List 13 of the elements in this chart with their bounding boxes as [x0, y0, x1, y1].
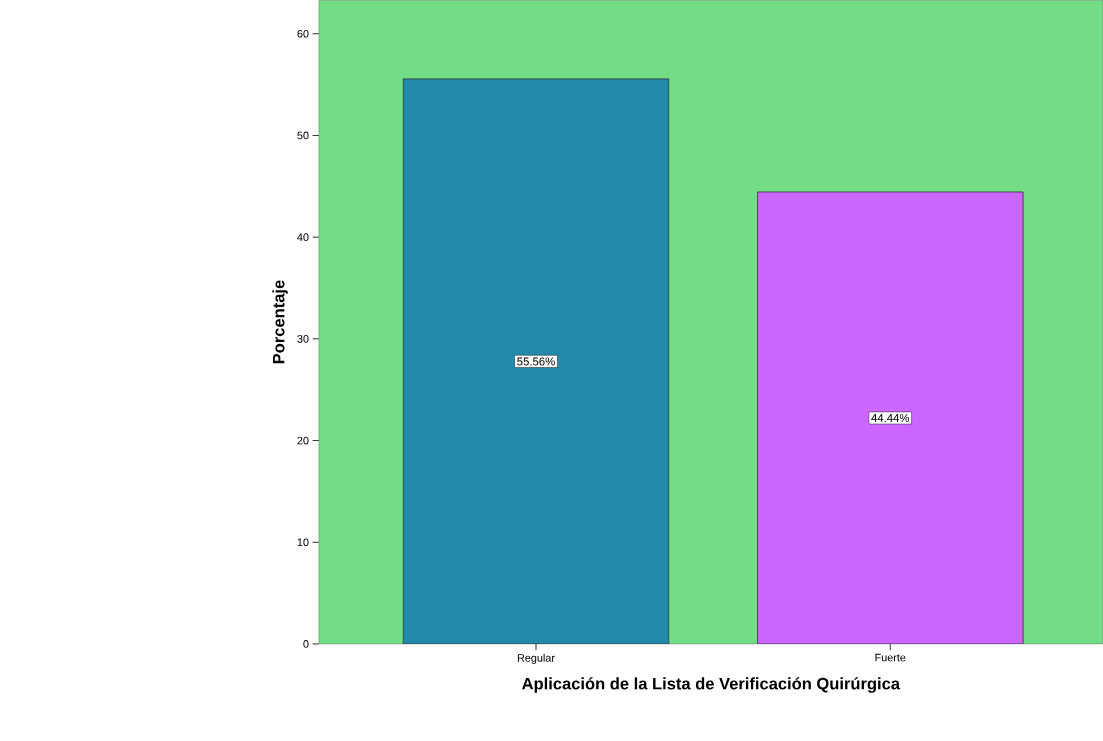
- y-tick-label: 0: [303, 640, 309, 649]
- y-tick-label: 30: [297, 335, 309, 343]
- data-label: 55.56%: [517, 357, 555, 366]
- y-tick-label: 60: [297, 30, 309, 38]
- x-tick-label: Fuerte: [875, 654, 906, 662]
- y-tick-label: 20: [297, 436, 309, 445]
- x-axis-title: Aplicación de la Lista de Verificación Quirúrgica: [522, 677, 901, 694]
- y-tick-label: 50: [297, 131, 309, 140]
- y-axis-title: Porcentaje: [272, 280, 288, 364]
- data-label: 44.44%: [871, 414, 910, 423]
- y-tick-label: 40: [297, 233, 309, 242]
- x-tick-label: Regular: [517, 654, 555, 665]
- y-tick-label: 10: [297, 538, 309, 547]
